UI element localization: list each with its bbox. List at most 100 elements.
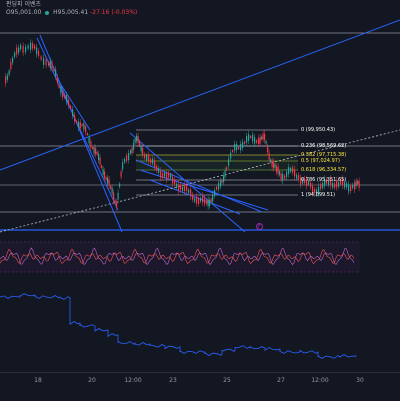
candle-body	[298, 175, 300, 181]
fib-level-label: 0.236 (98,569.62)	[301, 143, 347, 149]
candle-body	[117, 192, 119, 200]
candle-body	[74, 115, 76, 122]
candle-body	[338, 181, 340, 187]
candle-body	[336, 180, 338, 188]
candle-body	[83, 123, 85, 130]
time-tick: 27	[277, 377, 285, 384]
symbol-header: 펀딩피 이벤츠 O95,001.00 H95,005.41 -27.16 (-0…	[0, 0, 400, 20]
candle-body	[25, 46, 27, 53]
candle-body	[198, 198, 200, 205]
candle-body	[101, 165, 103, 169]
candle-body	[134, 138, 136, 143]
candle-body	[286, 171, 288, 177]
candle-body	[276, 166, 278, 173]
oscillator-band	[0, 242, 360, 272]
candle-body	[45, 59, 47, 66]
candle-body	[194, 198, 196, 202]
candle-body	[174, 179, 176, 184]
status-dot-icon	[45, 10, 50, 15]
fib-level-label: 1 (94,099.51)	[301, 192, 336, 198]
candle-body	[216, 186, 218, 190]
candle-body	[76, 120, 78, 123]
candle-body	[250, 135, 252, 139]
candle-body	[53, 68, 55, 71]
candle-body	[267, 146, 269, 153]
time-tick: 23	[169, 377, 177, 384]
candle-body	[190, 189, 192, 197]
candle-body	[98, 153, 100, 161]
candle-body	[126, 155, 128, 161]
candle-body	[12, 58, 14, 63]
candle-body	[140, 146, 142, 152]
candle-body	[252, 134, 254, 142]
candle-body	[55, 69, 57, 77]
candle-body	[96, 151, 98, 155]
candle-body	[168, 172, 170, 178]
candle-body	[64, 95, 66, 98]
candle-body	[306, 179, 308, 187]
candle-body	[262, 133, 264, 140]
time-axis[interactable]: 18 20 12:00 23 25 27 12:00 30	[0, 372, 400, 401]
candle-body	[214, 190, 216, 196]
candle-body	[162, 173, 164, 178]
candle-body	[49, 60, 51, 68]
candle-body	[66, 95, 68, 102]
price-change: -27.16 (-0.03%)	[90, 9, 138, 16]
header-row-2: O95,001.00 H95,005.41 -27.16 (-0.03%)	[6, 9, 137, 17]
candle-body	[113, 192, 115, 200]
candle-body	[352, 184, 354, 189]
candle-body	[318, 186, 320, 194]
candle-body	[224, 170, 226, 177]
candle-body	[264, 133, 266, 141]
candle-body	[294, 169, 296, 177]
candle-body	[192, 194, 194, 200]
candle-body	[131, 147, 133, 154]
candle-body	[304, 178, 306, 184]
candle-body	[226, 167, 228, 171]
candle-body	[334, 183, 336, 188]
candle-body	[316, 189, 318, 195]
candle-body	[218, 182, 220, 190]
candle-body	[18, 47, 20, 53]
candle-body	[344, 182, 346, 188]
lower-indicator-line	[0, 293, 357, 359]
candle-body	[265, 140, 267, 144]
candle-body	[128, 153, 130, 160]
oscillator-signal-line	[0, 248, 355, 264]
candle-body	[107, 177, 109, 184]
candle-body	[14, 52, 16, 57]
candle-body	[228, 159, 230, 166]
candle-body	[326, 179, 328, 184]
candle-body	[230, 152, 232, 159]
candle-body	[10, 61, 12, 69]
candle-body	[105, 177, 107, 181]
candle-body	[86, 133, 88, 136]
candle-body	[99, 157, 101, 165]
candle-body	[358, 180, 360, 188]
candle-body	[244, 141, 246, 144]
time-tick: 18	[34, 377, 42, 384]
candle-body	[43, 58, 45, 65]
candle-body	[130, 150, 132, 154]
candle-body	[6, 75, 8, 80]
candle-body	[206, 200, 208, 204]
candle-body	[196, 196, 198, 204]
fib-level-label: 0 (99,950.43)	[301, 127, 336, 133]
candle-body	[350, 185, 352, 192]
candle-body	[261, 136, 263, 140]
event-marker-icon[interactable]: F	[256, 223, 263, 230]
lower-indicator-pane	[0, 293, 357, 359]
candle-body	[34, 45, 36, 49]
candle-body	[180, 184, 182, 190]
candle-body	[238, 147, 240, 150]
candle-body	[70, 105, 72, 109]
ohlc-high: H95,005.41	[53, 9, 89, 16]
candle-body	[20, 45, 22, 50]
candle-body	[32, 43, 34, 49]
candle-body	[60, 86, 62, 94]
time-tick: 12:00	[311, 377, 329, 384]
candle-body	[256, 140, 258, 143]
candle-body	[328, 181, 330, 186]
candle-body	[223, 175, 225, 182]
